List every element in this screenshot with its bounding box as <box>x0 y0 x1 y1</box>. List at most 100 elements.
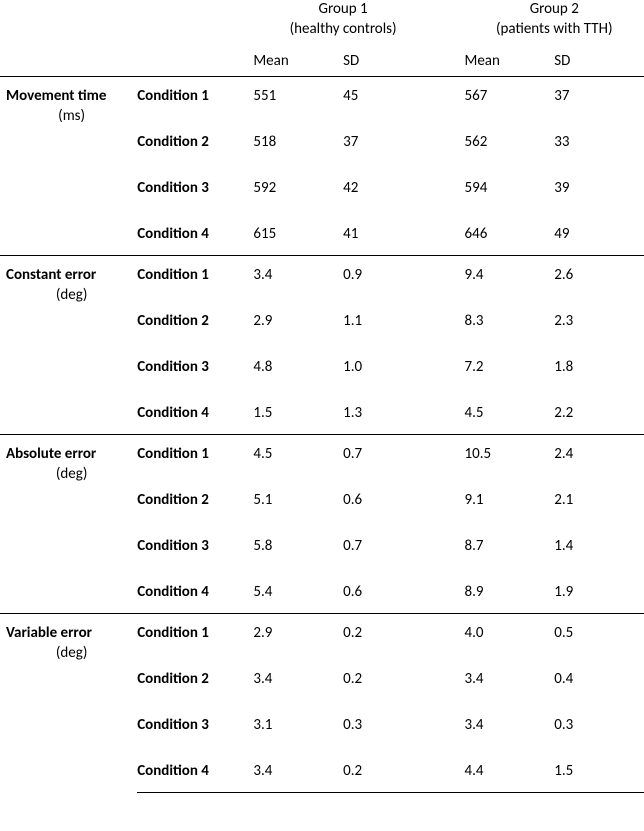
measure-unit: (deg) <box>6 463 137 483</box>
g2-mean-cell: 8.9 <box>465 569 555 614</box>
g1-sd-cell: 0.6 <box>343 569 433 614</box>
stat-header-row: Mean SD Mean SD <box>0 46 644 77</box>
gap-cell <box>433 77 465 120</box>
measure-cell: Constant error(deg) <box>0 256 137 435</box>
gap-cell <box>433 477 465 523</box>
condition-cell: Condition 1 <box>137 256 253 299</box>
condition-cell: Condition 2 <box>137 477 253 523</box>
g2-sd-cell: 0.4 <box>554 656 644 702</box>
condition-cell: Condition 3 <box>137 344 253 390</box>
g1-mean-cell: 3.4 <box>253 256 343 299</box>
g1-sd-cell: 0.9 <box>343 256 433 299</box>
g1-mean-cell: 5.4 <box>253 569 343 614</box>
gap-cell <box>433 119 465 165</box>
measure-name: Variable error <box>6 624 137 642</box>
g2-sd-cell: 2.6 <box>554 256 644 299</box>
condition-cell: Condition 3 <box>137 165 253 211</box>
g1-mean-cell: 2.9 <box>253 298 343 344</box>
data-table: Group 1 Group 2 (healthy controls) (pati… <box>0 0 644 793</box>
g2-mean-header: Mean <box>465 46 555 77</box>
group1-title: Group 1 <box>253 0 432 20</box>
g2-sd-cell: 1.8 <box>554 344 644 390</box>
g1-sd-cell: 42 <box>343 165 433 211</box>
g2-mean-cell: 4.5 <box>465 390 555 435</box>
g2-sd-cell: 2.1 <box>554 477 644 523</box>
g1-mean-cell: 3.1 <box>253 702 343 748</box>
g2-sd-cell: 0.3 <box>554 702 644 748</box>
g2-mean-cell: 8.3 <box>465 298 555 344</box>
g1-mean-cell: 592 <box>253 165 343 211</box>
g1-sd-cell: 41 <box>343 211 433 256</box>
g2-sd-cell: 37 <box>554 77 644 120</box>
g2-mean-cell: 8.7 <box>465 523 555 569</box>
condition-cell: Condition 1 <box>137 614 253 657</box>
gap-cell <box>433 256 465 299</box>
condition-cell: Condition 4 <box>137 569 253 614</box>
gap-cell <box>433 702 465 748</box>
g1-mean-cell: 5.1 <box>253 477 343 523</box>
g2-mean-cell: 562 <box>465 119 555 165</box>
g2-sd-cell: 49 <box>554 211 644 256</box>
gap-cell <box>433 390 465 435</box>
g1-mean-cell: 518 <box>253 119 343 165</box>
g1-mean-cell: 3.4 <box>253 656 343 702</box>
g1-mean-cell: 4.5 <box>253 435 343 478</box>
g1-mean-cell: 615 <box>253 211 343 256</box>
group-sub-row: (healthy controls) (patients with TTH) <box>0 20 644 46</box>
g1-mean-cell: 4.8 <box>253 344 343 390</box>
g2-mean-cell: 9.4 <box>465 256 555 299</box>
gap-cell <box>433 569 465 614</box>
condition-cell: Condition 2 <box>137 656 253 702</box>
gap-cell <box>433 211 465 256</box>
group1-sub: (healthy controls) <box>253 20 432 46</box>
measure-name: Absolute error <box>6 445 137 463</box>
g2-mean-cell: 10.5 <box>465 435 555 478</box>
g2-mean-cell: 646 <box>465 211 555 256</box>
condition-cell: Condition 2 <box>137 119 253 165</box>
g2-sd-cell: 33 <box>554 119 644 165</box>
g2-mean-cell: 594 <box>465 165 555 211</box>
g1-sd-cell: 1.1 <box>343 298 433 344</box>
g2-sd-cell: 2.4 <box>554 435 644 478</box>
g1-mean-cell: 551 <box>253 77 343 120</box>
g2-sd-cell: 2.3 <box>554 298 644 344</box>
g2-sd-cell: 1.9 <box>554 569 644 614</box>
measure-cell: Movement time(ms) <box>0 77 137 256</box>
group-title-row: Group 1 Group 2 <box>0 0 644 20</box>
measure-name: Movement time <box>6 87 137 105</box>
condition-cell: Condition 3 <box>137 523 253 569</box>
g1-sd-cell: 0.7 <box>343 435 433 478</box>
measure-unit: (deg) <box>6 284 137 304</box>
measure-cell: Variable error(deg) <box>0 614 137 793</box>
g2-mean-cell: 4.0 <box>465 614 555 657</box>
g1-mean-cell: 2.9 <box>253 614 343 657</box>
table-row: Variable error(deg)Condition 12.90.24.00… <box>0 614 644 657</box>
gap-cell <box>433 435 465 478</box>
table-row: Movement time(ms)Condition 15514556737 <box>0 77 644 120</box>
g1-sd-cell: 0.7 <box>343 523 433 569</box>
g2-sd-cell: 39 <box>554 165 644 211</box>
g1-sd-cell: 0.2 <box>343 614 433 657</box>
measure-name: Constant error <box>6 266 137 284</box>
gap-cell <box>433 656 465 702</box>
g1-mean-header: Mean <box>253 46 343 77</box>
gap-cell <box>433 614 465 657</box>
g2-mean-cell: 3.4 <box>465 656 555 702</box>
g1-sd-cell: 0.3 <box>343 702 433 748</box>
gap-cell <box>433 344 465 390</box>
group2-sub: (patients with TTH) <box>465 20 644 46</box>
g2-mean-cell: 3.4 <box>465 702 555 748</box>
g1-sd-cell: 0.2 <box>343 748 433 793</box>
g1-sd-cell: 0.6 <box>343 477 433 523</box>
g1-sd-cell: 1.0 <box>343 344 433 390</box>
gap-cell <box>433 523 465 569</box>
group2-title: Group 2 <box>465 0 644 20</box>
g2-sd-cell: 1.4 <box>554 523 644 569</box>
g1-sd-header: SD <box>343 46 433 77</box>
table-row: Constant error(deg)Condition 13.40.99.42… <box>0 256 644 299</box>
measure-unit: (ms) <box>6 105 137 125</box>
g2-mean-cell: 567 <box>465 77 555 120</box>
condition-cell: Condition 1 <box>137 435 253 478</box>
g2-mean-cell: 9.1 <box>465 477 555 523</box>
g1-sd-cell: 1.3 <box>343 390 433 435</box>
